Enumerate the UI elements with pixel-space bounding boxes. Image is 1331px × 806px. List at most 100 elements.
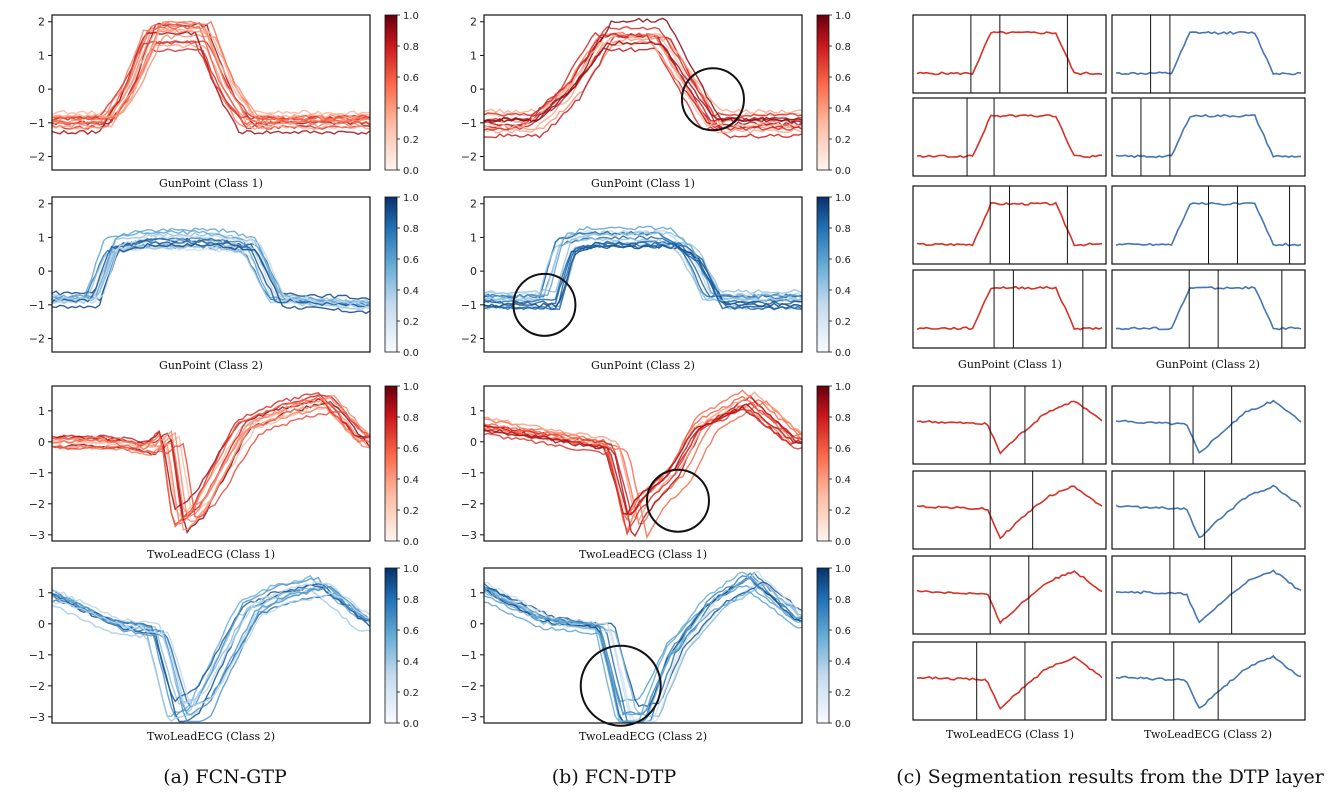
colorbar-tick-label: 0.8 [403,595,419,606]
series-line [483,31,803,132]
series-line [51,40,371,120]
colorbar [816,385,830,542]
y-tick-label: −1 [29,117,45,130]
colorbar-tick-label: 1.0 [403,193,419,204]
colorbar-tick-label: 0.4 [403,657,419,668]
segmentation-panel [1111,641,1306,721]
series-line [483,231,803,295]
y-tick-label: −1 [461,299,477,312]
colorbar-tick-label: 0.8 [835,42,851,53]
plot-frame [51,196,371,353]
segmentation-frame [1111,470,1306,550]
segmentation-panel [1111,385,1306,465]
y-tick-label: −2 [461,151,477,164]
y-tick-label: −1 [29,299,45,312]
series-line [483,571,803,723]
y-tick-label: 0 [38,83,45,96]
y-tick-label: −1 [29,467,45,480]
subplot-title: TwoLeadECG (Class 1) [579,548,707,561]
colorbar-tick-label: 0.4 [403,475,419,486]
series-line [483,40,803,134]
segmentation-panel [912,385,1107,465]
colorbar-tick-label: 0.6 [403,255,419,266]
colorbar-tick-label: 0.8 [403,413,419,424]
y-tick-label: −3 [461,529,477,542]
series-line [483,405,803,516]
y-tick-label: −1 [461,117,477,130]
y-tick-label: −3 [461,711,477,724]
colorbar-tick-label: 0.0 [403,719,419,730]
y-tick-label: 1 [470,231,477,244]
colorbar-tick-label: 0.8 [403,224,419,235]
y-tick-label: 0 [38,436,45,449]
series-line [483,591,803,716]
y-tick-label: 1 [38,405,45,418]
seg-caption-gunpoint-1: GunPoint (Class 1) [958,358,1062,371]
colorbar-tick-label: 0.6 [835,444,851,455]
segmentation-frame [1111,385,1306,465]
colorbar-tick-label: 0.2 [403,135,419,146]
plot-b-2: 2 1 0 −1 −2 GunPoint (Class 2) 1.0 0.8 0.6 0.4 0.2… [461,193,851,372]
seg-caption-ecg-1: TwoLeadECG (Class 1) [946,728,1074,741]
segmentation-frame [912,97,1107,177]
segmentation-panel [912,470,1107,550]
segmentation-signal [1115,113,1302,159]
segmentation-frame [912,385,1107,465]
y-tick-label: −2 [29,680,45,693]
colorbar-tick-label: 0.0 [835,348,851,359]
subplot-title: GunPoint (Class 2) [159,359,263,372]
subplot-title: GunPoint (Class 1) [159,177,263,190]
series-line [51,28,371,119]
colorbar-tick-label: 0.4 [403,286,419,297]
series-line [483,395,803,522]
plot-b-1: 2 1 0 −1 −2 GunPoint (Class 1) 1.0 0.8 0.6 0.4 0.2… [461,11,851,190]
plot-area [52,15,370,170]
colorbar-tick-label: 1.0 [835,193,851,204]
plot-a-3: 1 0 −1 −2 −3 TwoLeadECG (Class 1) 1.0 0.8 0.6 0.4… [29,382,419,561]
plot-frame [483,196,803,353]
segmentation-signal [916,114,1103,159]
colorbar [384,567,398,724]
plot-frame [483,567,803,724]
colorbar-tick-label: 0.0 [403,537,419,548]
y-tick-label: −1 [461,467,477,480]
y-tick-label: −2 [461,680,477,693]
y-tick-label: −3 [29,529,45,542]
segmentation-signal [916,30,1103,76]
y-tick-label: −1 [461,649,477,662]
y-tick-label: 1 [470,405,477,418]
segmentation-panel [1111,97,1306,177]
colorbar-tick-label: 0.0 [835,719,851,730]
y-tick-label: 0 [470,265,477,278]
y-tick-label: 0 [470,618,477,631]
series-line [51,233,371,308]
y-tick-label: 1 [470,587,477,600]
subplot-title: GunPoint (Class 1) [591,177,695,190]
y-tick-label: −2 [461,333,477,346]
colorbar-tick-label: 0.6 [835,73,851,84]
highlight-circle [680,67,745,132]
segmentation-signal [1115,484,1302,539]
seg-caption-gunpoint-2: GunPoint (Class 2) [1156,358,1260,371]
segmentation-panel [912,14,1107,94]
colorbar-tick-label: 0.2 [835,506,851,517]
segmentation-signal [1115,569,1302,624]
y-tick-label: 1 [470,49,477,62]
colorbar-tick-label: 0.0 [835,537,851,548]
caption-a: (a) FCN-GTP [163,766,287,788]
y-tick-label: −3 [29,711,45,724]
series-line [483,391,803,522]
caption-b: (b) FCN-DTP [552,766,677,788]
series-line [51,580,371,705]
segmentation-frame [1111,14,1306,94]
segmentation-frame [912,269,1107,349]
segmentation-panel [1111,185,1306,265]
y-tick-label: 0 [470,83,477,96]
series-line [51,242,371,315]
segmentation-panel [912,97,1107,177]
series-line [51,28,371,128]
y-tick-label: 1 [38,49,45,62]
y-tick-label: 2 [38,198,45,211]
colorbar [384,385,398,542]
segmentation-signal [916,570,1103,625]
